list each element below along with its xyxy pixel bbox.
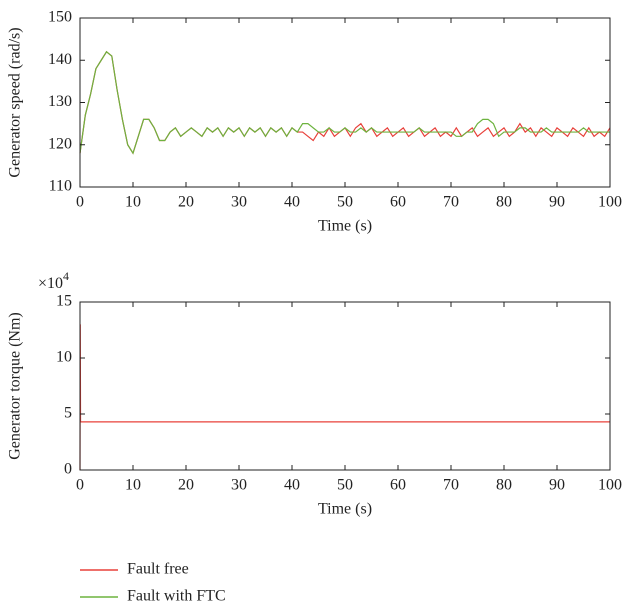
y-tick-label: 130 — [48, 93, 72, 110]
y-axis-label: Generator speed (rad/s) — [7, 27, 24, 177]
x-tick-label: 80 — [496, 194, 512, 211]
x-tick-label: 30 — [231, 194, 247, 211]
y-scale-exponent: 4 — [63, 269, 69, 283]
x-tick-label: 30 — [231, 477, 247, 494]
x-axis-label: Time (s) — [318, 218, 372, 235]
y-tick-label: 10 — [56, 349, 72, 366]
y-scale-base: ×10 — [38, 275, 63, 292]
x-tick-label: 20 — [178, 477, 194, 494]
x-tick-label: 90 — [549, 194, 565, 211]
x-tick-label: 100 — [598, 477, 622, 494]
y-tick-label: 0 — [64, 461, 72, 478]
y-tick-label: 5 — [64, 405, 72, 422]
x-tick-label: 70 — [443, 194, 459, 211]
series-line — [79, 324, 610, 471]
x-tick-label: 40 — [284, 477, 300, 494]
x-tick-label: 70 — [443, 477, 459, 494]
x-tick-label: 0 — [76, 477, 84, 494]
x-tick-label: 10 — [125, 194, 141, 211]
y-tick-label: 120 — [48, 135, 72, 152]
axes-box — [79, 301, 611, 471]
legend-label: Fault free — [127, 561, 189, 578]
axes-box — [79, 17, 611, 188]
x-tick-label: 60 — [390, 194, 406, 211]
x-tick-label: 50 — [337, 477, 353, 494]
y-scale-label: ×104 — [38, 269, 69, 292]
x-tick-label: 40 — [284, 194, 300, 211]
x-tick-label: 20 — [178, 194, 194, 211]
series-line — [79, 50, 610, 155]
legend-label: Fault with FTC — [127, 588, 226, 605]
x-axis-label: Time (s) — [318, 501, 372, 518]
y-tick-label: 150 — [48, 9, 72, 26]
x-tick-label: 60 — [390, 477, 406, 494]
x-tick-label: 80 — [496, 477, 512, 494]
x-tick-label: 0 — [76, 194, 84, 211]
x-tick-label: 90 — [549, 477, 565, 494]
y-tick-label: 110 — [49, 178, 72, 195]
x-tick-label: 100 — [598, 194, 622, 211]
x-tick-label: 10 — [125, 477, 141, 494]
series-line — [79, 50, 611, 155]
x-tick-label: 50 — [337, 194, 353, 211]
y-axis-label: Generator torque (Nm) — [7, 312, 24, 460]
y-tick-label: 140 — [48, 51, 72, 68]
y-tick-label: 15 — [56, 293, 72, 310]
